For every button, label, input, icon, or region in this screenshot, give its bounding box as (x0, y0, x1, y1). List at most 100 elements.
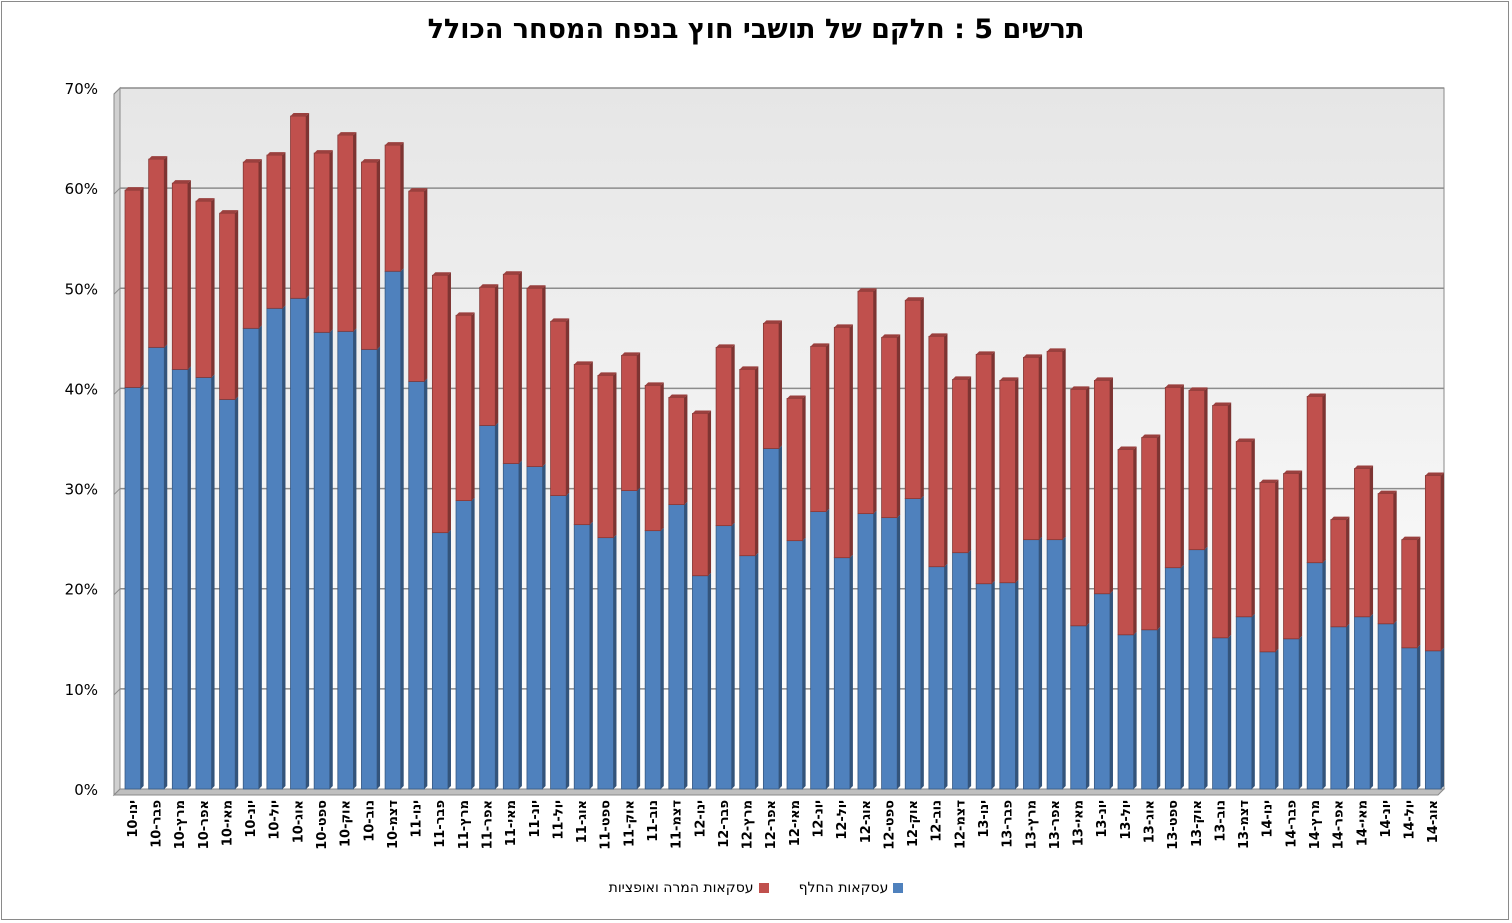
bar-segment-conversion-options (715, 344, 735, 527)
bar-segment-conversion-options (1046, 348, 1066, 541)
x-tick-label: מאי-12 (788, 800, 803, 846)
bar-segment-conversion-options (1164, 384, 1184, 569)
x-tick-label: ינו-11 (410, 800, 425, 838)
bar-segment-swap (124, 384, 144, 790)
bar-segment-swap (1212, 634, 1232, 790)
bar-segment-conversion-options (786, 395, 806, 542)
bar-segment-swap (668, 501, 688, 790)
x-tick-label: אוג-12 (859, 800, 874, 843)
y-tick-label: 40% (65, 380, 98, 398)
bar-segment-swap (431, 529, 451, 790)
y-tick-label: 70% (65, 80, 98, 98)
bar-segment-conversion-options (1283, 470, 1303, 640)
bar-segment-conversion-options (1212, 402, 1232, 639)
x-tick-label: יונ-11 (528, 800, 543, 838)
bar-segment-conversion-options (361, 159, 381, 350)
bar-segment-swap (715, 522, 735, 790)
x-tick-label: אוק-11 (622, 800, 637, 847)
bar-segment-swap (1401, 644, 1421, 790)
x-tick-label: ספט-12 (882, 800, 897, 850)
bar-segment-swap (904, 495, 924, 790)
bar-segment-conversion-options (857, 288, 877, 515)
bar-segment-swap (952, 549, 972, 790)
bar-segment-conversion-options (1188, 387, 1208, 551)
bar-segment-conversion-options (195, 198, 215, 378)
bar-segment-swap (1259, 648, 1279, 790)
bar-segment-swap (999, 579, 1019, 790)
gridline-side (113, 287, 121, 295)
y-tick-label: 50% (65, 280, 98, 298)
legend-label-conversion-options: עסקאות המרה ואופציות (608, 880, 754, 896)
bar-segment-swap (1283, 635, 1303, 790)
bar-segment-conversion-options (668, 394, 688, 505)
bar-segment-swap (408, 378, 428, 790)
bar-segment-conversion-options (266, 152, 286, 309)
bar-segment-conversion-options (762, 320, 782, 449)
bar-segment-conversion-options (904, 297, 924, 499)
x-tick-label: ינו-14 (1261, 800, 1276, 838)
bar-segment-conversion-options (1401, 536, 1421, 649)
bar-segment-swap (550, 492, 570, 790)
x-tick-label: יול-14 (1403, 800, 1418, 840)
bar-segment-swap (479, 422, 499, 790)
bar-segment-swap (266, 305, 286, 790)
x-tick-label: יונ-10 (244, 800, 259, 838)
x-tick-label: ספט-10 (315, 800, 330, 850)
bar-segment-conversion-options (573, 361, 593, 526)
bar-segment-swap (928, 563, 948, 790)
bar-segment-conversion-options (290, 113, 310, 299)
bar-segment-conversion-options (502, 271, 522, 464)
bar-segment-conversion-options (479, 284, 499, 426)
x-tick-label: דצמ-12 (953, 800, 968, 849)
bar-segment-conversion-options (1377, 490, 1397, 625)
bar-segment-swap (1023, 536, 1043, 790)
bar-segment-swap (644, 527, 664, 790)
bar-segment-conversion-options (833, 324, 853, 559)
x-tick-label: פבר-14 (1284, 800, 1299, 848)
bar-segment-swap (857, 510, 877, 790)
bar-segment-conversion-options (313, 150, 333, 333)
x-tick-label: פבר-10 (149, 800, 164, 848)
x-tick-label: אפר-10 (197, 800, 212, 849)
bar-segment-swap (1306, 559, 1326, 790)
bar-segment-conversion-options (1354, 465, 1374, 618)
x-tick-label: אוג-11 (575, 800, 590, 843)
bar-segment-swap (1235, 613, 1255, 790)
bar-segment-conversion-options (1117, 446, 1137, 636)
x-tick-label: יונ-13 (1095, 800, 1110, 838)
x-tick-label: מרץ-11 (457, 800, 472, 849)
bar-segment-swap (1046, 536, 1066, 790)
bar-segment-conversion-options (1306, 393, 1326, 564)
x-tick-label: אוק-13 (1190, 800, 1205, 847)
bar-segment-conversion-options (124, 187, 144, 388)
x-tick-label: אוק-10 (339, 800, 354, 847)
y-tick-label: 30% (65, 481, 98, 499)
chart-title: תרשים 5 : חלקם של תושבי חוץ בנפח המסחר ה… (427, 14, 1085, 45)
x-tick-label: מרץ-10 (173, 800, 188, 849)
bar-segment-conversion-options (881, 334, 901, 519)
x-tick-label: יונ-14 (1379, 800, 1394, 838)
gridline-side (113, 87, 121, 95)
x-tick-label: ינו-12 (693, 800, 708, 838)
x-tick-label: נוב-10 (362, 800, 377, 842)
bar-segment-swap (1330, 623, 1350, 790)
bar-segment-conversion-options (1070, 386, 1090, 627)
x-tick-label: פבר-12 (717, 800, 732, 848)
bar-segment-swap (762, 445, 782, 790)
bar-segment-conversion-options (219, 210, 239, 400)
x-tick-label: אפר-14 (1332, 800, 1347, 849)
x-tick-label: ספט-13 (1166, 800, 1181, 850)
bar-segment-conversion-options (952, 376, 972, 554)
bar-segment-conversion-options (408, 188, 428, 382)
bar-segment-conversion-options (431, 272, 451, 534)
bar-segment-conversion-options (1235, 438, 1255, 618)
bar-segment-conversion-options (597, 372, 617, 539)
x-tick-label: אוג-10 (291, 800, 306, 843)
bar-segment-swap (313, 329, 333, 790)
bar-segment-swap (1164, 564, 1184, 790)
x-tick-label: ינו-13 (977, 800, 992, 838)
bar-segment-swap (361, 346, 381, 790)
bar-segment-swap (1354, 613, 1374, 790)
bar-segment-swap (833, 554, 853, 790)
bar-segment-conversion-options (928, 333, 948, 568)
